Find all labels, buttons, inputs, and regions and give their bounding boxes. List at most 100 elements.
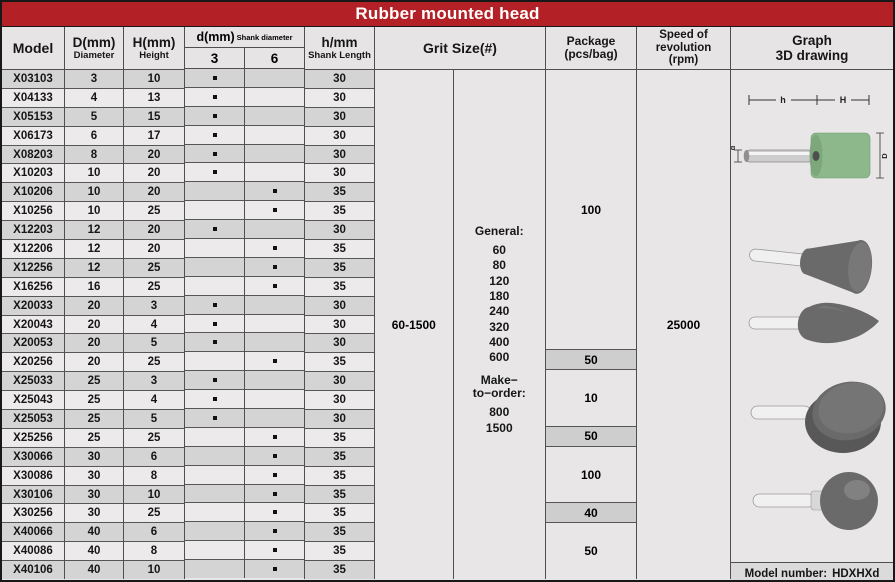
model-cell: X10203 [2,164,64,184]
dim-label-H: H [840,95,847,105]
shank-6-dot [272,567,277,572]
shank-3-dot [212,378,217,383]
package-cell: 50 [546,426,636,447]
col-header-model: Model [2,27,64,70]
shank-6-cell [245,220,304,240]
shank-6-cell [245,314,304,334]
graph-header-line2: 3D drawing [775,48,849,63]
height-rows: 10 13 15 17 20 20 20 25 20 20 25 25 3 4 5 25 3 4 5 25 6 8 10 25… [124,70,184,580]
height-cell: 8 [124,542,184,562]
shank-length-cell: 30 [305,315,374,335]
shank-length-header-sub: Shank Length [308,50,371,61]
grit-range-cell: 60-1500 [375,70,454,579]
model-cell: X08203 [2,145,64,165]
height-cell: 4 [124,391,184,411]
package-cell: 50 [546,523,636,579]
shank-3-dot [212,151,217,156]
height-cell: 6 [124,523,184,543]
diameter-cell: 6 [65,126,123,146]
package-cell: 100 [546,446,636,504]
shank-6-cell [245,465,304,485]
diameter-cell: 40 [65,523,123,543]
package-header-line2: (pcs/bag) [564,47,618,61]
shank-3-dot [212,227,217,232]
shank-length-cell: 35 [305,240,374,259]
shank-length-cell: 30 [305,164,374,184]
diameter-cell: 16 [65,277,123,297]
shank-6-cell [245,371,304,391]
grit-value: 600 [489,350,510,365]
shank-3-cell [185,201,244,221]
shank-6-cell [245,125,304,145]
shank-diameter-subheaders: 3 6 [185,48,304,69]
package-cell: 100 [546,70,636,351]
diameter-cell: 25 [65,372,123,392]
shank-6-cell [245,409,304,428]
package-groups: 100 50 10 50 100 40 50 [546,70,636,579]
diameter-header-main: D(mm) [72,35,116,50]
height-cell: 25 [124,504,184,524]
dim-label-d: d [731,145,737,150]
shank-length-rows: 30 30 30 30 30 30 35 35 30 35 35 35 30 30 30 35 30 30 30 35… [305,70,374,580]
shank-diameter-header-main: d(mm) [196,30,235,44]
column-group-shank-diameter: d(mm) Shank diameter 3 6 [185,27,305,579]
height-cell: 25 [124,428,184,448]
grit-value: 180 [489,288,510,303]
shank-6-dot [272,510,277,515]
subheader-shank-6: 6 [270,50,279,66]
shank-6-dot [272,245,277,250]
grit-mto-label: Make− to−order: [473,374,526,400]
grit-mto-value: 1500 [485,420,513,435]
shank-6-cell [245,201,304,221]
shank-length-cell: 30 [305,372,374,392]
shank-length-cell: 35 [305,183,374,203]
model-cell: X40066 [2,523,64,543]
shank-length-cell: 35 [305,258,374,278]
model-cell: X30256 [2,504,64,524]
page-title: Rubber mounted head [355,4,540,23]
model-number-footer: Model number: HDXHXd [731,562,893,580]
diameter-cell: 12 [65,221,123,241]
shank-6-cell [245,522,304,542]
diameter-cell: 8 [65,145,123,165]
grit-mto-label-line1: Make− [480,373,518,388]
height-cell: 20 [124,183,184,203]
grit-value: 240 [489,304,510,319]
shank-6-cell [245,106,304,126]
shank-length-cell: 35 [305,466,374,486]
shank-length-cell: 30 [305,70,374,89]
grit-value: 400 [489,334,510,349]
shank-6-dot [272,491,277,496]
shank-3-cell [185,314,244,334]
shank-length-cell: 35 [305,542,374,562]
diameter-cell: 30 [65,485,123,505]
column-package: Package (pcs/bag) 100 50 10 50 100 40 50 [546,27,637,579]
shank-6-dot [272,208,277,213]
shank-3-cell [185,409,244,428]
graph-drawings-area: h H d D [728,70,893,562]
shank-length-cell: 30 [305,221,374,241]
model-cell: X40086 [2,542,64,562]
diameter-cell: 30 [65,504,123,524]
col-header-diameter: D(mm) Diameter [65,27,123,70]
shank-6-dot [272,189,277,194]
shank-3-cell [185,87,244,107]
diameter-rows: 3 4 5 6 8 10 10 10 12 12 12 16 20 20 20 20 25 25 25 25 30 30 3… [65,70,123,580]
shank-6-cell [245,390,304,410]
model-cell: X20256 [2,353,64,373]
disc-head-drawing [750,381,886,453]
height-cell: 5 [124,410,184,429]
grit-value: 120 [489,273,510,288]
shank-3-dot [212,113,217,118]
model-cell: X30066 [2,447,64,467]
shank-length-cell: 35 [305,523,374,543]
dim-label-D: D [880,153,889,159]
speed-value-cell: 25000 [637,70,730,579]
grit-value: 60 [492,243,506,258]
shank-6-cell [245,163,304,183]
grit-general-label: General: [474,224,524,239]
model-cell: X25033 [2,372,64,392]
grit-mto-value: 800 [489,405,510,420]
shank-3-cell [185,560,244,579]
shank-3-cell [185,333,244,353]
